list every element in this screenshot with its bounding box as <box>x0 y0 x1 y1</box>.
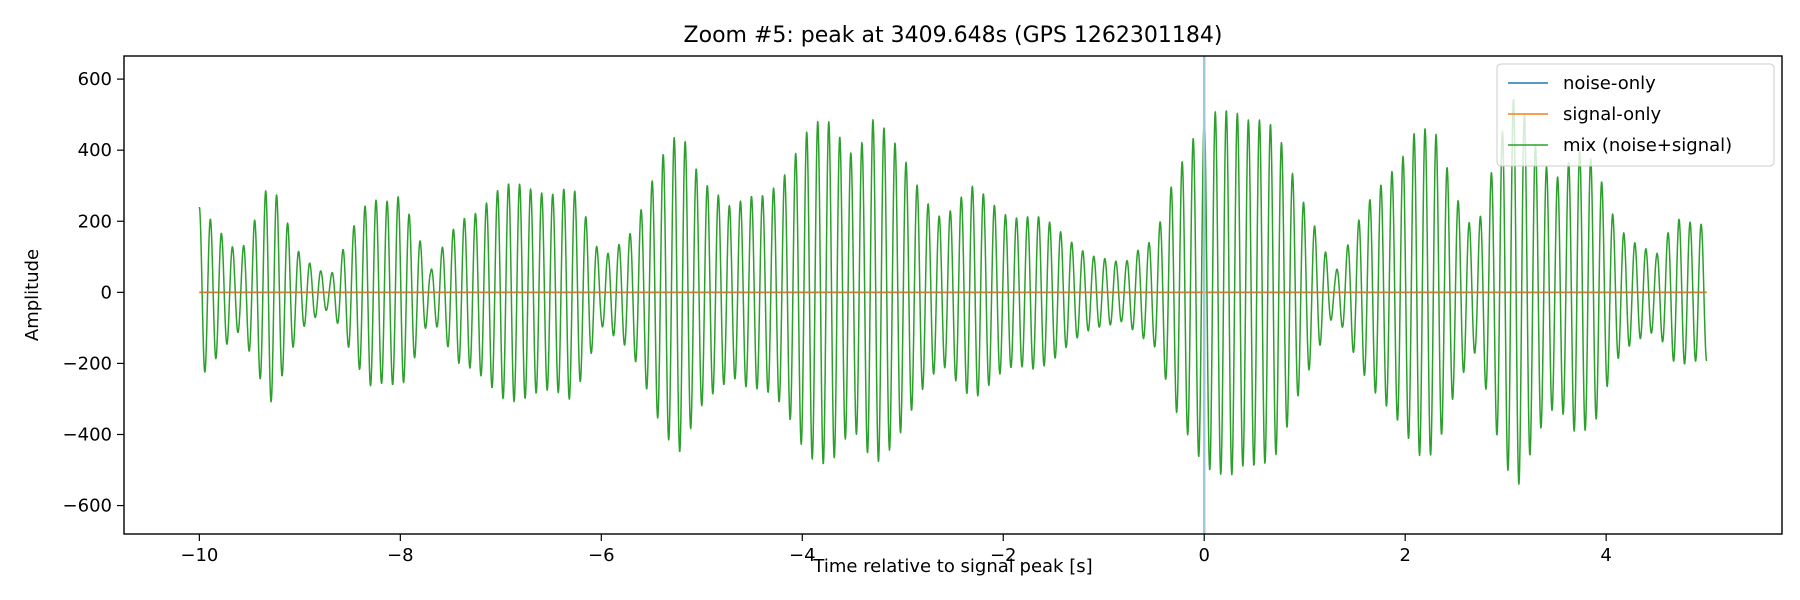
x-axis: −10 −8 −6 −4 −2 0 2 4 <box>180 534 1612 566</box>
y-tick-label: 200 <box>78 211 112 232</box>
y-axis: 600 400 200 0 −200 −400 −600 <box>63 69 124 517</box>
x-tick-label: 4 <box>1600 545 1611 566</box>
x-tick-label: −10 <box>180 545 218 566</box>
x-tick-label: 0 <box>1198 545 1209 566</box>
x-tick-label: −8 <box>387 545 414 566</box>
x-tick-label: −6 <box>588 545 615 566</box>
legend: noise-only signal-only mix (noise+signal… <box>1496 63 1775 167</box>
x-tick-label: −4 <box>789 545 816 566</box>
legend-label-noise-only: noise-only <box>1563 73 1656 94</box>
y-tick-label: 600 <box>78 69 112 90</box>
y-tick-label: −200 <box>63 353 112 374</box>
legend-label-signal-only: signal-only <box>1563 104 1661 125</box>
x-axis-label: Time relative to signal peak [s] <box>812 556 1092 577</box>
x-tick-label: −2 <box>990 545 1017 566</box>
y-tick-label: 400 <box>78 140 112 161</box>
plot-frame <box>123 55 1783 535</box>
y-tick-label: −400 <box>63 424 112 445</box>
y-axis-label: Amplitude <box>22 249 43 341</box>
series-layer <box>198 98 1708 485</box>
x-tick-label: 2 <box>1399 545 1410 566</box>
y-tick-label: −600 <box>63 496 112 517</box>
y-tick-label: 0 <box>101 282 112 303</box>
chart-title: Zoom #5: peak at 3409.648s (GPS 12623011… <box>684 23 1223 48</box>
legend-label-mix: mix (noise+signal) <box>1563 135 1732 156</box>
legend-box <box>1496 63 1775 167</box>
